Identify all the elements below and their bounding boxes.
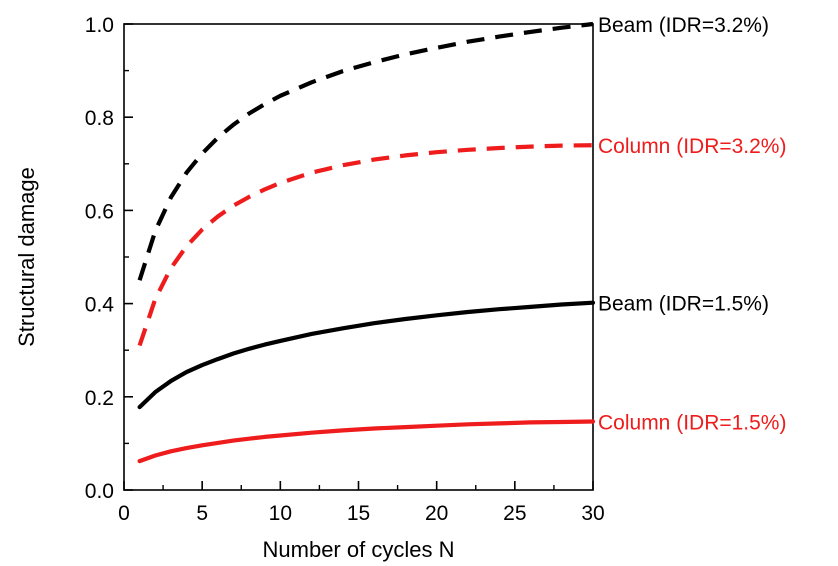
series-line-2 [137, 143, 594, 347]
y-axis-ticks: 0.0 0.2 0.4 0.6 0.8 1.0 [85, 14, 133, 503]
x-axis-ticks: 0 5 10 15 20 25 30 [118, 481, 605, 525]
plot-border [123, 23, 594, 491]
y-axis-title: Structural damage [14, 167, 39, 347]
x-tick-label: 5 [196, 502, 208, 525]
y-tick-label: 0.6 [85, 200, 114, 223]
series-label-3: Beam (IDR=1.5%) [598, 293, 769, 316]
series-line-3 [137, 300, 596, 410]
x-tick-label: 30 [581, 502, 604, 525]
x-tick-label: 25 [503, 502, 526, 525]
series-line-4 [137, 419, 596, 464]
series-label-2: Column (IDR=3.2%) [598, 135, 786, 158]
series-line-1 [137, 21, 594, 281]
series-label-4: Column (IDR=1.5%) [598, 411, 786, 434]
y-tick-label: 0.4 [85, 294, 115, 317]
series-labels: Beam (IDR=3.2%) Column (IDR=3.2%) Beam (ID… [598, 14, 786, 434]
y-tick-label: 0.8 [85, 107, 114, 130]
x-tick-label: 0 [118, 502, 130, 525]
y-tick-label: 0.0 [85, 480, 114, 503]
y-tick-label: 0.2 [85, 387, 114, 410]
x-tick-label: 10 [269, 502, 292, 525]
y-tick-label: 1.0 [85, 14, 114, 37]
x-tick-label: 20 [425, 502, 448, 525]
series-label-1: Beam (IDR=3.2%) [598, 14, 769, 37]
series-layer [137, 21, 596, 464]
x-axis-title: Number of cycles N [263, 537, 455, 562]
x-tick-label: 15 [347, 502, 370, 525]
plot-frame [123, 23, 594, 491]
